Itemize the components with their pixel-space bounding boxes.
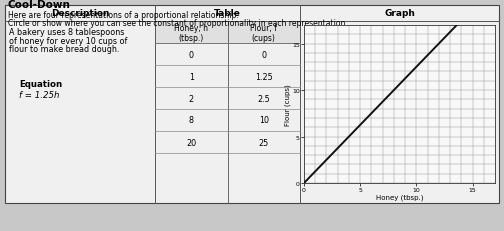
Bar [5, 6, 499, 203]
Text: Cool-Down: Cool-Down [8, 0, 71, 10]
Text: Description: Description [51, 9, 109, 18]
X-axis label: Honey (tbsp.): Honey (tbsp.) [376, 194, 423, 200]
Text: Honey, h
(tbsp.): Honey, h (tbsp.) [174, 24, 208, 43]
Text: 20: 20 [186, 138, 197, 147]
Text: flour to make bread dough.: flour to make bread dough. [9, 45, 119, 54]
Text: 2: 2 [188, 94, 194, 103]
Text: Flour, f
(cups): Flour, f (cups) [250, 24, 277, 43]
Text: 10: 10 [259, 116, 269, 125]
Text: Equation: Equation [19, 80, 62, 89]
Text: 25: 25 [259, 138, 269, 147]
Text: Table: Table [214, 9, 241, 18]
Text: of honey for every 10 cups of: of honey for every 10 cups of [9, 36, 128, 45]
Text: 0: 0 [261, 50, 266, 59]
Text: 1: 1 [189, 72, 194, 81]
Text: A bakery uses 8 tablespoons: A bakery uses 8 tablespoons [9, 28, 124, 37]
Text: 8: 8 [189, 116, 194, 125]
Text: 2.5: 2.5 [258, 94, 270, 103]
Text: Circle or show where you can see the constant of proportionality in each represe: Circle or show where you can see the con… [8, 19, 348, 28]
Bar [155, 22, 300, 44]
Text: 1.25: 1.25 [255, 72, 273, 81]
Y-axis label: Flour (cups): Flour (cups) [284, 84, 291, 125]
Text: 0: 0 [189, 50, 194, 59]
Text: Graph: Graph [384, 9, 415, 18]
Text: f = 1.25h: f = 1.25h [19, 91, 59, 100]
Text: Here are four representations of a proportional relationship.: Here are four representations of a propo… [8, 11, 239, 20]
